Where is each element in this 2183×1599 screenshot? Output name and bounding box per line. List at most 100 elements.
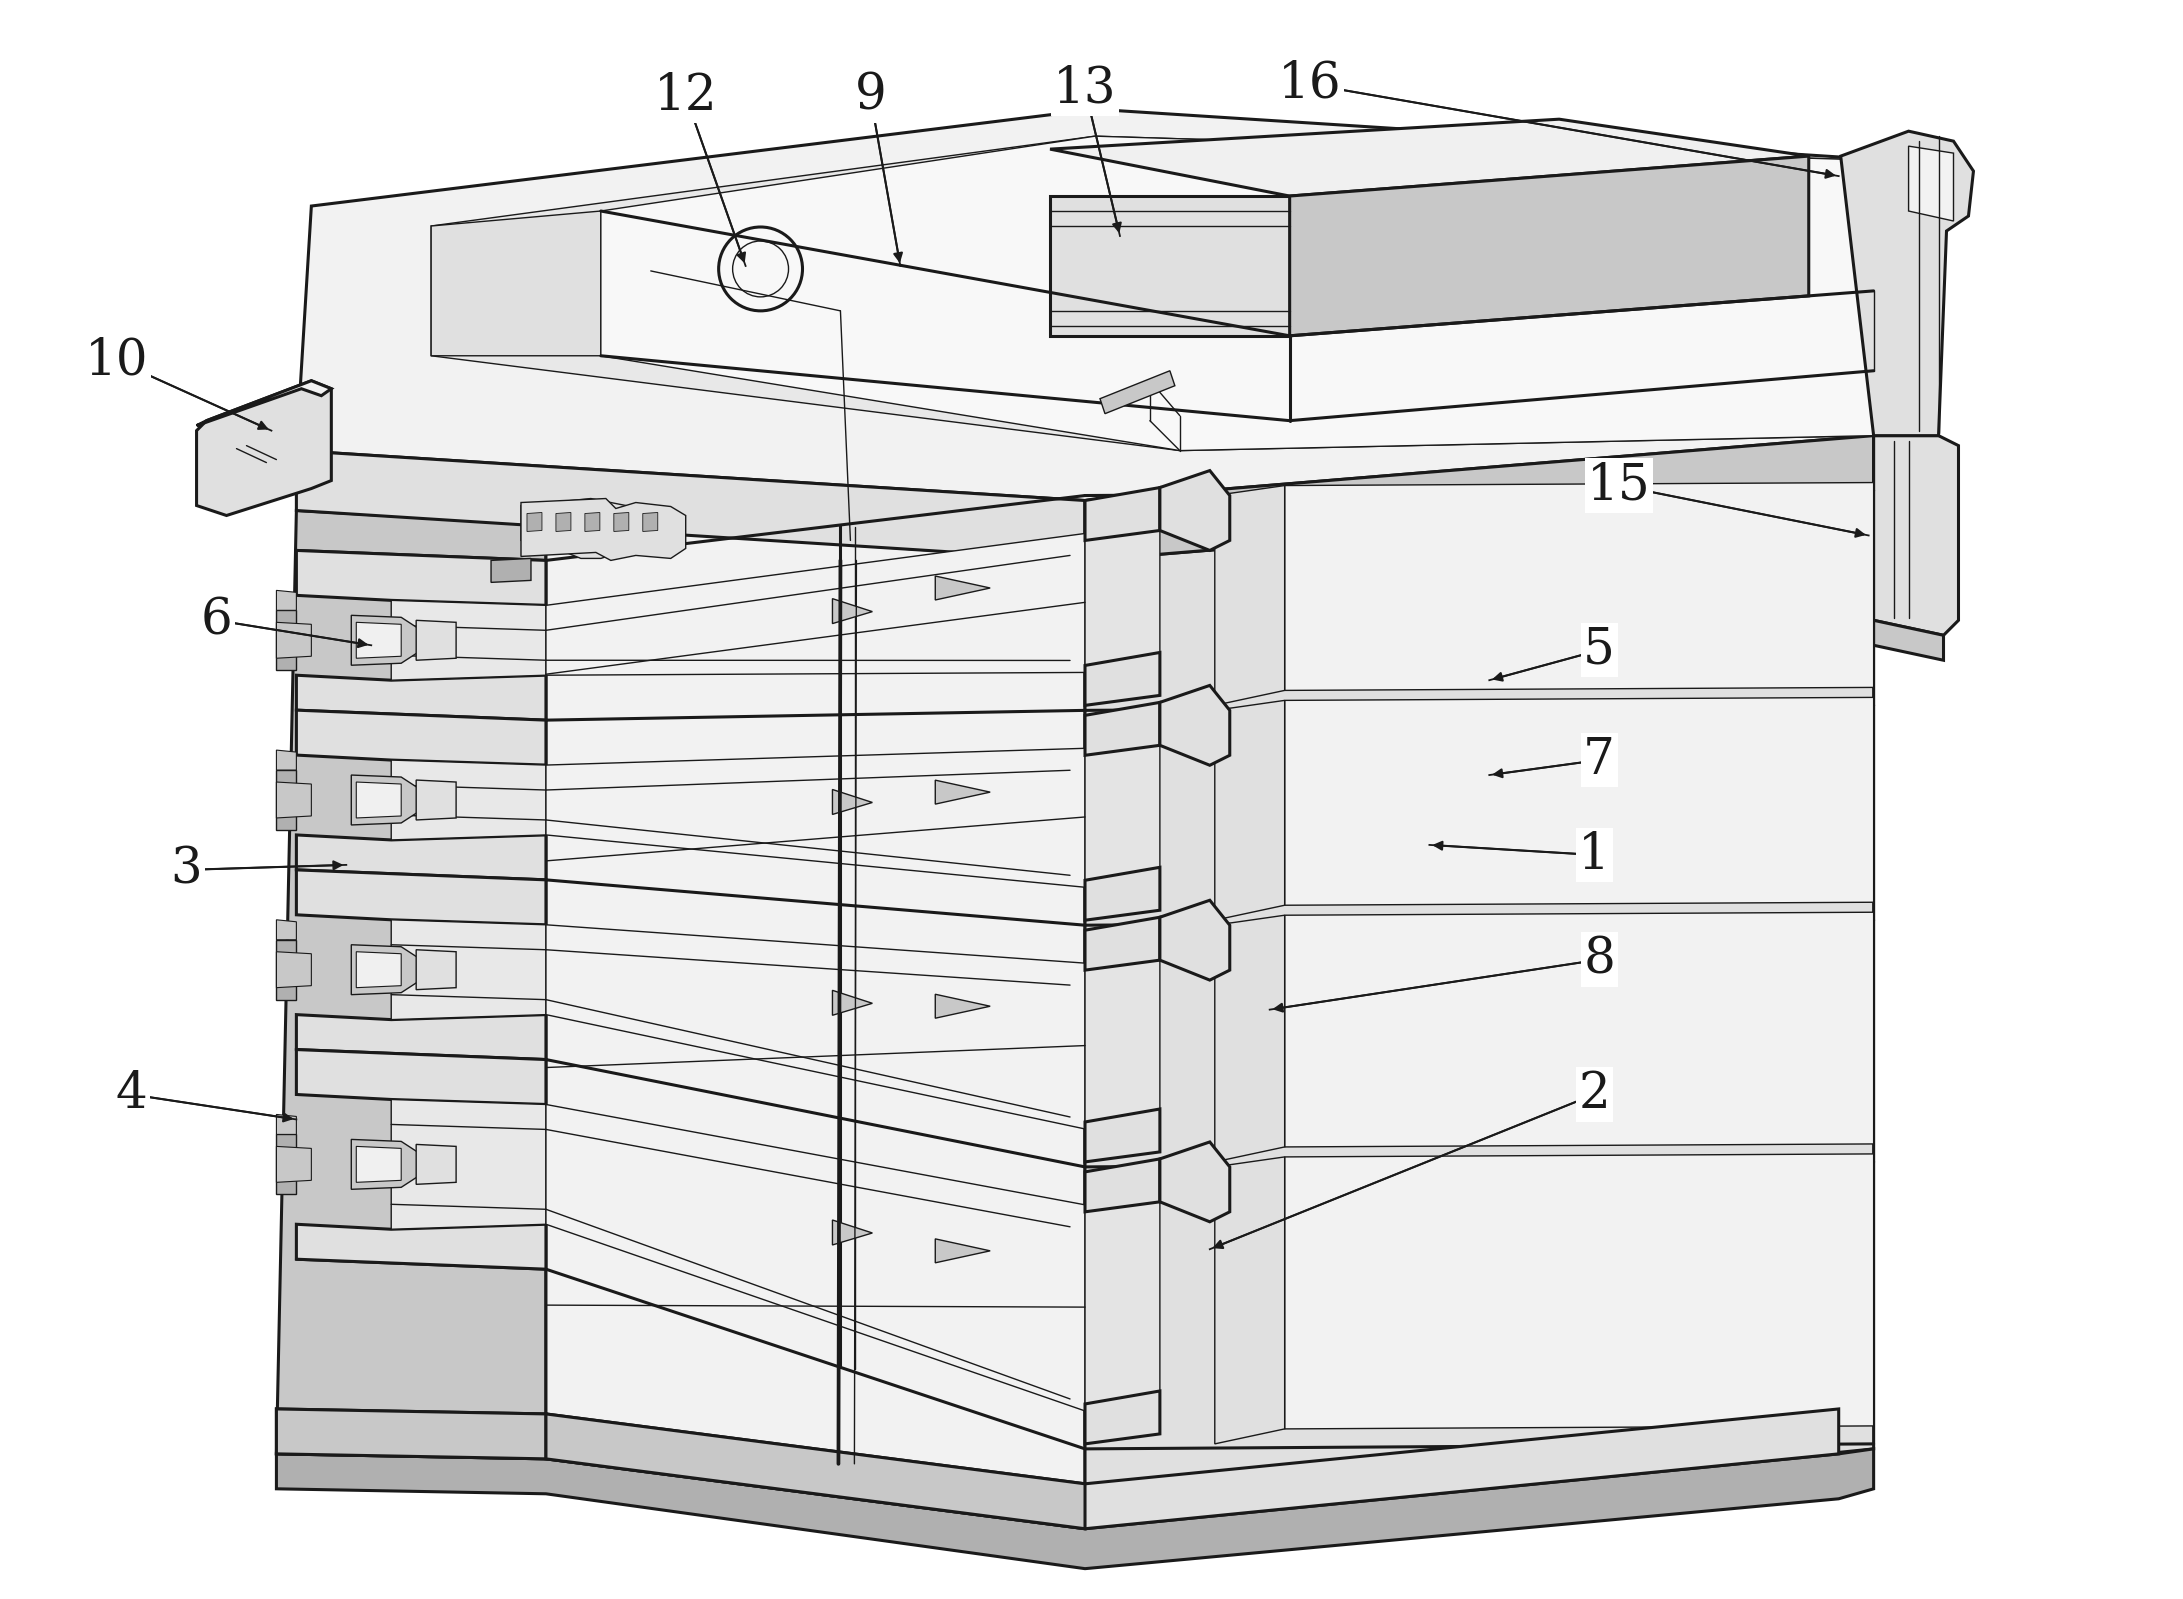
Polygon shape [934, 780, 991, 804]
Polygon shape [1085, 1159, 1159, 1212]
Text: 1: 1 [1578, 830, 1611, 879]
Text: 7: 7 [1583, 736, 1615, 785]
Polygon shape [1085, 488, 1159, 540]
Polygon shape [417, 1145, 456, 1185]
Polygon shape [613, 513, 629, 531]
Polygon shape [351, 616, 421, 665]
Polygon shape [277, 1146, 312, 1182]
Polygon shape [1214, 915, 1284, 1162]
Polygon shape [351, 776, 421, 825]
Polygon shape [546, 924, 1085, 1129]
Polygon shape [297, 1049, 546, 1105]
Polygon shape [832, 990, 873, 1015]
Polygon shape [356, 951, 402, 988]
Polygon shape [1873, 620, 1943, 660]
Polygon shape [934, 576, 991, 600]
Polygon shape [1159, 1142, 1229, 1222]
Polygon shape [277, 611, 297, 670]
Text: 6: 6 [201, 595, 231, 644]
Polygon shape [522, 499, 685, 560]
Polygon shape [277, 1409, 546, 1458]
Polygon shape [1159, 686, 1229, 766]
Polygon shape [1085, 702, 1159, 755]
Polygon shape [1290, 157, 1810, 336]
Polygon shape [351, 1140, 421, 1190]
Text: 15: 15 [1587, 461, 1650, 510]
Text: 5: 5 [1583, 625, 1615, 675]
Polygon shape [277, 1449, 1873, 1569]
Text: 8: 8 [1583, 935, 1615, 985]
Text: 3: 3 [170, 846, 203, 894]
Polygon shape [297, 1015, 546, 1060]
Polygon shape [1085, 1391, 1159, 1444]
Polygon shape [934, 1239, 991, 1263]
Polygon shape [491, 558, 530, 582]
Polygon shape [1085, 435, 1873, 560]
Polygon shape [297, 870, 546, 924]
Polygon shape [1085, 745, 1159, 881]
Polygon shape [277, 510, 546, 1458]
Text: 2: 2 [1578, 1070, 1611, 1119]
Text: 13: 13 [1052, 64, 1118, 114]
Polygon shape [432, 136, 1904, 451]
Text: 4: 4 [116, 1070, 148, 1119]
Polygon shape [1873, 435, 1958, 635]
Polygon shape [1840, 131, 1973, 435]
Polygon shape [277, 1134, 297, 1194]
Polygon shape [934, 995, 991, 1019]
Text: 10: 10 [85, 336, 148, 385]
Polygon shape [417, 620, 456, 660]
Polygon shape [351, 945, 421, 995]
Polygon shape [297, 835, 546, 879]
Polygon shape [297, 550, 546, 606]
Polygon shape [356, 622, 402, 659]
Polygon shape [297, 451, 1085, 560]
Polygon shape [196, 381, 332, 425]
Polygon shape [1214, 700, 1284, 919]
Text: 16: 16 [1277, 59, 1340, 109]
Polygon shape [1284, 483, 1873, 691]
Polygon shape [528, 510, 537, 531]
Polygon shape [1085, 867, 1159, 919]
Polygon shape [1284, 697, 1873, 905]
Polygon shape [1085, 959, 1159, 1122]
Polygon shape [417, 780, 456, 820]
Polygon shape [1085, 1202, 1159, 1404]
Polygon shape [297, 1225, 546, 1270]
Polygon shape [1085, 918, 1159, 971]
Polygon shape [277, 782, 312, 819]
Text: 9: 9 [854, 72, 886, 122]
Polygon shape [603, 510, 613, 531]
Polygon shape [297, 710, 546, 764]
Polygon shape [432, 211, 600, 355]
Polygon shape [642, 513, 657, 531]
Polygon shape [277, 919, 297, 940]
Polygon shape [1085, 531, 1159, 665]
Polygon shape [277, 590, 297, 611]
Polygon shape [277, 771, 297, 830]
Polygon shape [417, 950, 456, 990]
Polygon shape [1050, 197, 1290, 336]
Polygon shape [578, 510, 587, 531]
Polygon shape [277, 940, 297, 999]
Polygon shape [356, 1146, 402, 1182]
Polygon shape [1284, 1154, 1873, 1430]
Polygon shape [356, 782, 402, 819]
Polygon shape [391, 760, 546, 839]
Polygon shape [526, 513, 541, 531]
Polygon shape [1159, 900, 1229, 980]
Polygon shape [832, 598, 873, 624]
Polygon shape [1284, 911, 1873, 1146]
Polygon shape [1085, 496, 1873, 1529]
Polygon shape [1085, 1110, 1159, 1162]
Polygon shape [585, 513, 600, 531]
Polygon shape [277, 1115, 297, 1134]
Polygon shape [546, 534, 1085, 675]
Polygon shape [391, 919, 546, 1020]
Polygon shape [391, 1100, 546, 1230]
Polygon shape [1214, 1158, 1284, 1444]
Polygon shape [196, 381, 332, 515]
Polygon shape [1085, 652, 1159, 705]
Polygon shape [522, 499, 642, 558]
Polygon shape [832, 1220, 873, 1246]
